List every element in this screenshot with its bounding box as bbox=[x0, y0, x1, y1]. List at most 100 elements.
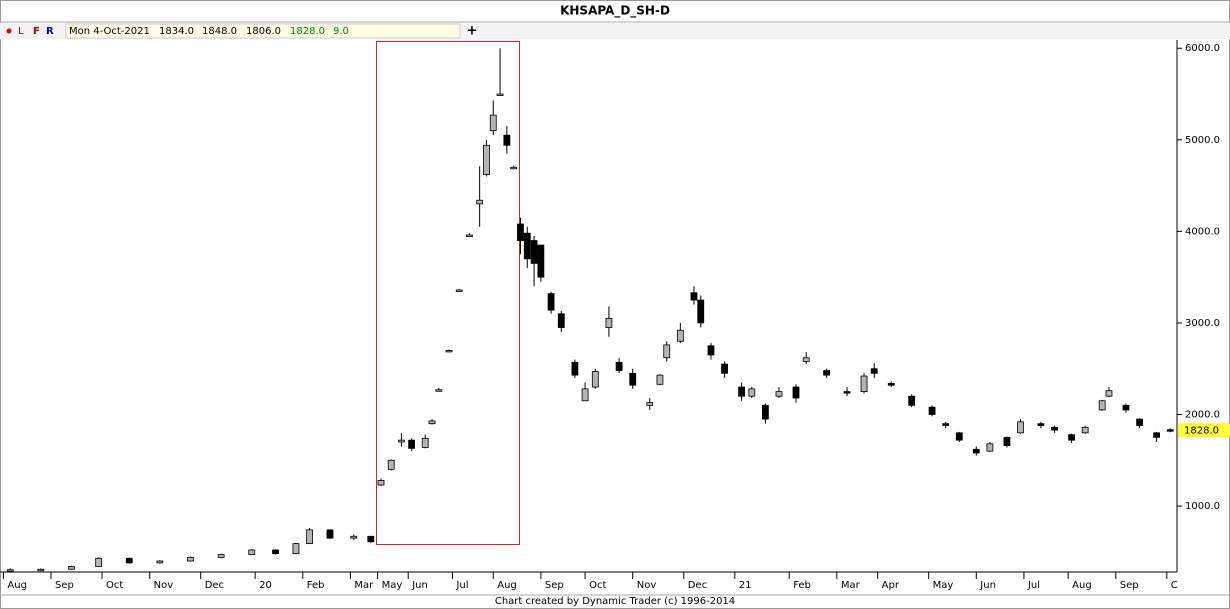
candle-body bbox=[615, 361, 623, 371]
toolbar-button[interactable]: F bbox=[33, 26, 40, 37]
info-low: 1806.0 bbox=[246, 26, 281, 37]
candle-body bbox=[721, 363, 728, 374]
candle-body bbox=[986, 443, 994, 452]
candle-body bbox=[571, 361, 579, 376]
info-change: 9.0 bbox=[333, 26, 349, 37]
candle-body bbox=[955, 432, 963, 441]
x-tick-label: Mar bbox=[841, 580, 861, 591]
candle-body bbox=[445, 350, 453, 353]
x-tick-label: Jul bbox=[455, 580, 468, 591]
toolbar-button[interactable]: R bbox=[46, 26, 54, 37]
candle-body bbox=[1051, 426, 1058, 431]
x-tick-label: Aug bbox=[497, 580, 517, 591]
candle-body bbox=[156, 560, 164, 564]
candle-body bbox=[591, 371, 599, 388]
x-tick-label: Jul bbox=[1027, 580, 1040, 591]
candle-body bbox=[1003, 436, 1011, 447]
x-tick-label: Jun bbox=[979, 580, 996, 591]
y-tick-label: 5000.0 bbox=[1185, 135, 1220, 146]
candle-body bbox=[581, 388, 589, 402]
candle-body bbox=[537, 244, 545, 278]
candle-body bbox=[272, 549, 279, 555]
y-tick-label: 3000.0 bbox=[1185, 318, 1220, 329]
candle-body bbox=[663, 344, 671, 359]
candle-body bbox=[217, 554, 225, 558]
x-tick-label: Oct bbox=[106, 580, 123, 591]
candle-body bbox=[870, 368, 878, 374]
candle-body bbox=[1017, 421, 1024, 434]
candle-body bbox=[1105, 390, 1113, 397]
candle-body bbox=[1153, 432, 1160, 438]
candle-body bbox=[350, 535, 358, 539]
candle-body bbox=[428, 420, 436, 425]
candle-body bbox=[496, 93, 504, 96]
candle-body bbox=[972, 448, 980, 454]
candle-body bbox=[489, 114, 497, 132]
candle-body bbox=[367, 535, 375, 543]
x-tick-label: Feb bbox=[793, 580, 811, 591]
x-tick-label: May bbox=[382, 580, 403, 591]
x-tick-label: Aug bbox=[1072, 580, 1092, 591]
last-price-box bbox=[1178, 423, 1230, 438]
candle-body bbox=[1098, 400, 1106, 411]
status-dot bbox=[6, 28, 12, 34]
candle-body bbox=[523, 232, 531, 260]
x-tick-label: Dec bbox=[205, 580, 224, 591]
candle-body bbox=[690, 292, 698, 301]
candle-body bbox=[510, 166, 518, 170]
candle-body bbox=[377, 480, 385, 486]
x-tick-label: 20 bbox=[259, 580, 272, 591]
candle-body bbox=[68, 566, 75, 570]
candle-body bbox=[928, 406, 936, 415]
candle-body bbox=[792, 386, 800, 399]
candle-body bbox=[676, 329, 684, 342]
info-close: 1828.0 bbox=[290, 26, 325, 37]
candle-body bbox=[738, 386, 745, 397]
candle-body bbox=[547, 293, 555, 311]
candle-body bbox=[435, 389, 443, 392]
x-tick-label: Sep bbox=[545, 580, 564, 591]
candle-body bbox=[1136, 418, 1143, 426]
candle-body bbox=[646, 402, 654, 406]
x-tick-label: Oct bbox=[589, 580, 606, 591]
candle-body bbox=[125, 557, 133, 564]
candle-body bbox=[887, 382, 895, 386]
x-tick-label: Jun bbox=[411, 580, 428, 591]
last-price-label: 1828.0 bbox=[1184, 425, 1219, 436]
x-tick-label: C bbox=[1171, 580, 1178, 591]
candle-body bbox=[860, 375, 868, 393]
candle-body bbox=[656, 374, 664, 385]
y-tick-label: 2000.0 bbox=[1185, 410, 1220, 421]
x-tick-label: May bbox=[933, 580, 954, 591]
candle-body bbox=[775, 391, 783, 397]
candle-body bbox=[802, 357, 810, 362]
candle-body bbox=[707, 345, 715, 356]
toolbar-button[interactable]: L bbox=[18, 26, 24, 37]
y-tick-label: 4000.0 bbox=[1185, 226, 1220, 237]
candle-body bbox=[629, 372, 637, 386]
y-tick-label: 1000.0 bbox=[1185, 501, 1220, 512]
candle-body bbox=[483, 144, 490, 176]
crosshair-icon[interactable]: + bbox=[467, 24, 478, 39]
x-tick-label: Apr bbox=[882, 580, 900, 591]
x-tick-label: Feb bbox=[307, 580, 325, 591]
candle-body bbox=[6, 569, 14, 572]
candle-body bbox=[476, 199, 484, 205]
candle-body bbox=[37, 568, 45, 572]
info-open: 1834.0 bbox=[159, 26, 194, 37]
candle-body bbox=[503, 134, 511, 146]
y-tick-label: 6000.0 bbox=[1185, 43, 1220, 54]
candle-body bbox=[1068, 434, 1075, 441]
candle-body bbox=[248, 549, 256, 556]
candle-body bbox=[942, 423, 950, 426]
candle-body bbox=[187, 556, 194, 562]
candle-body bbox=[697, 299, 705, 324]
candle-body bbox=[466, 234, 473, 237]
candle-body bbox=[908, 395, 916, 406]
candle-body bbox=[292, 543, 300, 555]
x-tick-label: Nov bbox=[637, 580, 657, 591]
candle-body bbox=[455, 289, 463, 292]
x-tick-label: Mar bbox=[354, 580, 374, 591]
